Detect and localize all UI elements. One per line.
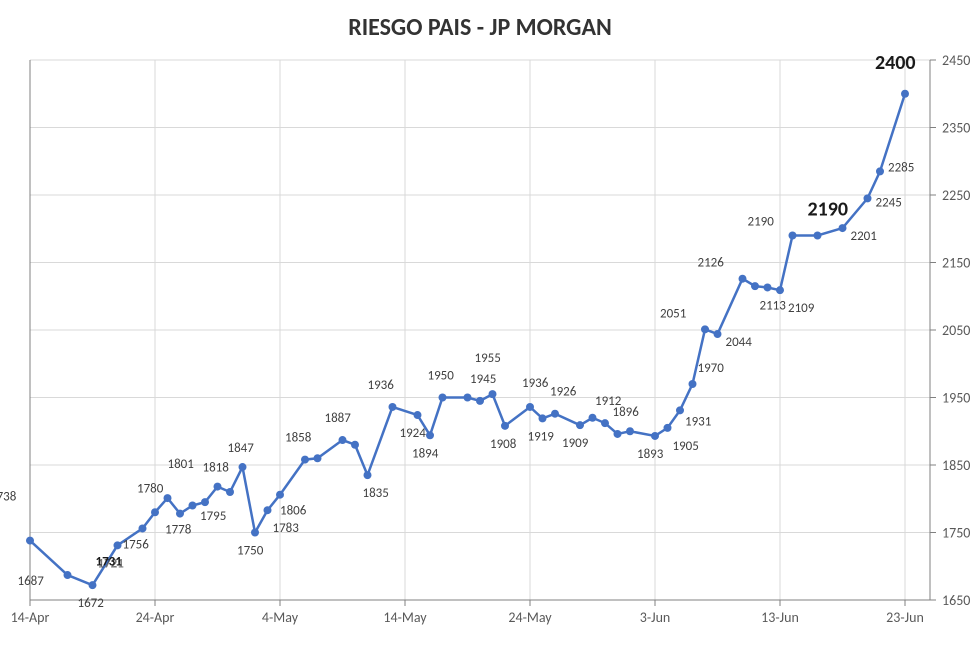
svg-text:RIESGO PAIS - JP MORGAN: RIESGO PAIS - JP MORGAN [348, 13, 612, 42]
svg-text:1835: 1835 [363, 486, 389, 501]
svg-text:2109: 2109 [788, 301, 815, 316]
svg-text:2350: 2350 [942, 120, 970, 137]
svg-text:1909: 1909 [562, 436, 589, 451]
svg-text:2050: 2050 [942, 322, 970, 339]
svg-text:1850: 1850 [942, 457, 970, 474]
svg-text:13-Jun: 13-Jun [761, 609, 799, 626]
svg-text:2044: 2044 [726, 335, 753, 350]
svg-text:2201: 2201 [851, 229, 877, 244]
svg-text:1931: 1931 [685, 414, 711, 429]
svg-text:1687: 1687 [18, 574, 45, 589]
svg-text:2051: 2051 [660, 306, 686, 321]
svg-text:1750: 1750 [942, 525, 970, 542]
svg-text:2400: 2400 [875, 51, 916, 75]
svg-text:2150: 2150 [942, 255, 970, 272]
svg-text:1780: 1780 [137, 481, 164, 496]
svg-text:2245: 2245 [876, 195, 902, 210]
svg-text:1783: 1783 [273, 521, 300, 536]
svg-text:1778: 1778 [165, 523, 192, 538]
svg-text:1893: 1893 [637, 447, 664, 462]
svg-text:2450: 2450 [942, 52, 970, 69]
svg-text:1672: 1672 [78, 596, 105, 611]
svg-text:2285: 2285 [888, 160, 914, 175]
svg-text:1801: 1801 [168, 457, 194, 472]
line-chart: 1650 1750 1850 1950 2050 2150 2250 2350 2450 14-A… [0, 0, 980, 652]
svg-text:1894: 1894 [412, 446, 439, 461]
svg-text:1750: 1750 [237, 544, 264, 559]
svg-text:1908: 1908 [490, 437, 517, 452]
svg-text:1721: 1721 [98, 556, 125, 571]
svg-text:4-May: 4-May [262, 609, 299, 626]
svg-text:1818: 1818 [203, 461, 230, 476]
svg-text:1896: 1896 [613, 405, 640, 420]
chart-container: { "chart": { "type": "line", "title": "R… [0, 0, 980, 652]
svg-text:1955: 1955 [475, 351, 501, 366]
svg-text:24-May: 24-May [508, 609, 552, 626]
svg-text:1950: 1950 [428, 369, 455, 384]
svg-text:2190: 2190 [808, 198, 849, 222]
svg-text:1887: 1887 [325, 411, 352, 426]
svg-text:1806: 1806 [280, 504, 307, 519]
svg-text:1970: 1970 [698, 361, 725, 376]
svg-text:1924: 1924 [400, 426, 427, 441]
svg-text:1936: 1936 [368, 378, 395, 393]
svg-text:1926: 1926 [550, 385, 577, 400]
svg-text:1919: 1919 [528, 429, 555, 444]
svg-text:1945: 1945 [470, 372, 496, 387]
svg-text:2113: 2113 [760, 298, 787, 313]
svg-text:1858: 1858 [285, 431, 312, 446]
svg-text:1795: 1795 [200, 509, 226, 524]
svg-text:2190: 2190 [748, 215, 775, 230]
svg-text:23-Jun: 23-Jun [886, 609, 924, 626]
svg-text:14-Apr: 14-Apr [11, 609, 50, 626]
svg-text:1847: 1847 [228, 441, 255, 456]
svg-text:3-Jun: 3-Jun [640, 609, 671, 626]
svg-text:1936: 1936 [522, 376, 549, 391]
svg-text:1950: 1950 [942, 390, 970, 407]
svg-text:1905: 1905 [673, 439, 699, 454]
svg-text:1756: 1756 [123, 537, 150, 552]
svg-text:14-May: 14-May [383, 609, 427, 626]
svg-text:1738: 1738 [0, 490, 17, 505]
svg-text:24-Apr: 24-Apr [136, 609, 175, 626]
svg-text:2250: 2250 [942, 187, 970, 204]
svg-text:1650: 1650 [942, 592, 970, 609]
svg-text:2126: 2126 [698, 256, 725, 271]
